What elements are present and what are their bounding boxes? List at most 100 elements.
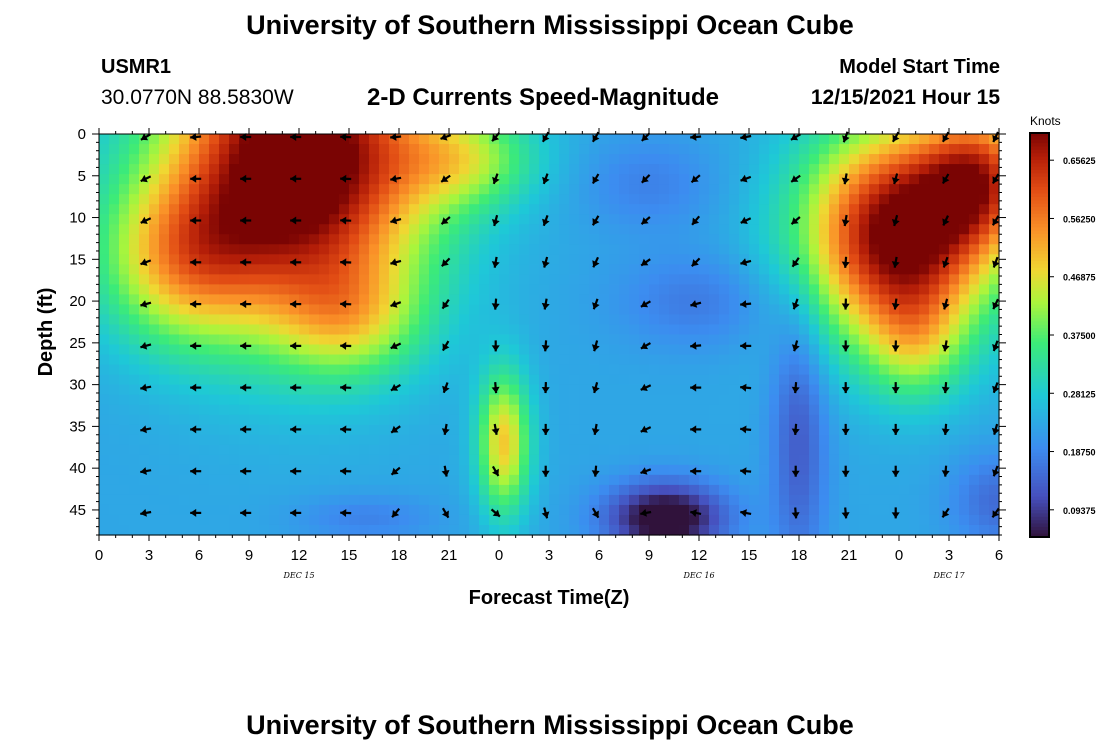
x-tick-label: 0 <box>95 547 103 564</box>
heatmap-cell <box>879 434 890 446</box>
heatmap-cell <box>829 454 840 466</box>
heatmap-cell <box>479 334 490 346</box>
heatmap-cell <box>729 334 740 346</box>
heatmap-cell <box>949 284 960 296</box>
heatmap-cell <box>989 454 1000 466</box>
heatmap-cell <box>319 144 330 155</box>
heatmap-cell <box>569 204 580 215</box>
vector-head <box>992 469 1000 477</box>
heatmap-cell <box>439 154 450 165</box>
heatmap-cell <box>169 294 180 306</box>
heatmap-cell <box>179 154 190 165</box>
heatmap-cell <box>899 494 910 506</box>
heatmap-cell <box>249 194 260 205</box>
heatmap-cell <box>659 474 670 486</box>
heatmap-cell <box>699 254 710 265</box>
heatmap-cell <box>449 344 460 356</box>
heatmap-cell <box>329 144 340 155</box>
heatmap-cell <box>389 404 400 416</box>
heatmap-cell <box>369 274 380 285</box>
heatmap-cell <box>369 324 380 336</box>
heatmap-cell <box>559 304 570 316</box>
heatmap-cell <box>729 464 740 476</box>
heatmap-cell <box>799 514 810 526</box>
heatmap-cell <box>809 374 820 386</box>
heatmap-cell <box>399 214 410 225</box>
heatmap-cell <box>229 194 240 205</box>
heatmap-cell <box>129 224 140 235</box>
colorbar-segment <box>1030 190 1049 195</box>
colorbar-segment <box>1030 170 1049 174</box>
heatmap-cell <box>979 394 990 406</box>
heatmap-cell <box>239 364 250 376</box>
heatmap-cell <box>759 184 770 195</box>
heatmap-cell <box>379 254 390 265</box>
heatmap-cell <box>109 334 120 346</box>
heatmap-cell <box>549 164 560 175</box>
colorbar-segment <box>1030 234 1049 238</box>
heatmap-cell <box>469 234 480 245</box>
heatmap-cell <box>659 214 670 225</box>
vector-head <box>190 467 197 476</box>
heatmap-cell <box>679 424 690 436</box>
heatmap-cell <box>649 454 660 466</box>
heatmap-cell <box>679 174 690 185</box>
heatmap-cell <box>199 244 210 255</box>
heatmap-cell <box>559 374 570 386</box>
heatmap-cell <box>299 424 310 436</box>
heatmap-cell <box>899 364 910 376</box>
heatmap-cell <box>159 294 170 306</box>
heatmap-cell <box>399 474 410 486</box>
heatmap-cell <box>909 484 920 496</box>
heatmap-cell <box>659 264 670 275</box>
heatmap-cell <box>759 354 770 366</box>
heatmap-cell <box>419 414 430 426</box>
vector-head <box>391 467 399 475</box>
heatmap-cell <box>439 494 450 506</box>
heatmap-cell <box>899 394 910 406</box>
heatmap-cell <box>409 424 420 436</box>
current-vector <box>640 342 651 350</box>
heatmap-cell <box>139 334 150 346</box>
heatmap-cell <box>429 324 440 336</box>
heatmap-cell <box>829 224 840 235</box>
heatmap-cell <box>449 424 460 436</box>
current-vector <box>891 173 900 185</box>
colorbar-segment <box>1030 210 1049 215</box>
heatmap-cell <box>139 524 150 536</box>
heatmap-cell <box>169 384 180 396</box>
heatmap-cell <box>539 464 550 476</box>
heatmap-cell <box>259 254 270 265</box>
heatmap-cell <box>879 514 890 526</box>
heatmap-cell <box>819 464 830 476</box>
heatmap-cell <box>299 464 310 476</box>
heatmap-cell <box>489 304 500 316</box>
heatmap-cell <box>419 424 430 436</box>
heatmap-cell <box>449 144 460 155</box>
heatmap-cell <box>459 524 470 536</box>
heatmap-cell <box>849 194 860 205</box>
heatmap-cell <box>279 284 290 296</box>
heatmap-cell <box>539 524 550 536</box>
colorbar-segment <box>1030 503 1049 508</box>
heatmap-cell <box>519 294 530 306</box>
heatmap-cell <box>379 184 390 195</box>
heatmap-cell <box>469 434 480 446</box>
heatmap-cell <box>199 174 210 185</box>
heatmap-cell <box>189 304 200 316</box>
colorbar-segment <box>1030 146 1049 151</box>
heatmap-cell <box>289 194 300 205</box>
heatmap-cell <box>619 434 630 446</box>
heatmap-cell <box>759 214 770 225</box>
heatmap-cell <box>819 344 830 356</box>
heatmap-cell <box>519 314 530 326</box>
heatmap-cell <box>579 254 590 265</box>
heatmap-cell <box>519 484 530 496</box>
heatmap-cell <box>779 364 790 376</box>
heatmap-cell <box>889 214 900 225</box>
heatmap-cell <box>149 344 160 356</box>
current-vector <box>390 342 402 350</box>
heatmap-cell <box>899 424 910 436</box>
heatmap-cell <box>479 494 490 506</box>
heatmap-cell <box>299 204 310 215</box>
